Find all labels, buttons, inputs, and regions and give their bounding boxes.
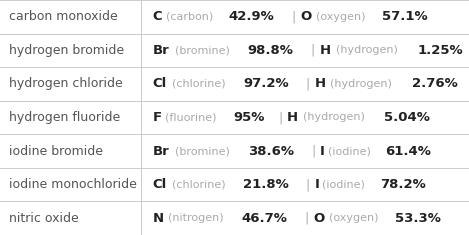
Text: |: | [292, 10, 296, 23]
Text: O: O [314, 212, 325, 225]
Text: iodine monochloride: iodine monochloride [9, 178, 137, 191]
Text: (hydrogen): (hydrogen) [303, 113, 364, 122]
Text: 38.6%: 38.6% [248, 145, 294, 158]
Text: |: | [278, 111, 282, 124]
Text: F: F [152, 111, 161, 124]
Text: H: H [315, 77, 326, 90]
Text: Cl: Cl [152, 77, 166, 90]
Text: |: | [304, 212, 309, 225]
Text: O: O [301, 10, 312, 23]
Text: H: H [320, 44, 331, 57]
Text: 95%: 95% [234, 111, 265, 124]
Text: (chlorine): (chlorine) [172, 180, 226, 190]
Text: (fluorine): (fluorine) [166, 113, 217, 122]
Text: (iodine): (iodine) [323, 180, 365, 190]
Text: (hydrogen): (hydrogen) [335, 45, 397, 55]
Text: Br: Br [152, 145, 169, 158]
Text: Br: Br [152, 44, 169, 57]
Text: 2.76%: 2.76% [412, 77, 458, 90]
Text: 53.3%: 53.3% [395, 212, 441, 225]
Text: |: | [311, 145, 315, 158]
Text: |: | [311, 44, 315, 57]
Text: 57.1%: 57.1% [382, 10, 428, 23]
Text: H: H [287, 111, 298, 124]
Text: 1.25%: 1.25% [417, 44, 463, 57]
Text: hydrogen fluoride: hydrogen fluoride [9, 111, 121, 124]
Text: (bromine): (bromine) [175, 146, 230, 156]
Text: C: C [152, 10, 162, 23]
Text: iodine bromide: iodine bromide [9, 145, 103, 158]
Text: N: N [152, 212, 164, 225]
Text: hydrogen bromide: hydrogen bromide [9, 44, 124, 57]
Text: (bromine): (bromine) [175, 45, 230, 55]
Text: 98.8%: 98.8% [248, 44, 294, 57]
Text: |: | [306, 178, 310, 191]
Text: 61.4%: 61.4% [385, 145, 431, 158]
Text: 42.9%: 42.9% [229, 10, 274, 23]
Text: 97.2%: 97.2% [243, 77, 288, 90]
Text: 5.04%: 5.04% [384, 111, 430, 124]
Text: I: I [315, 178, 320, 191]
Text: (hydrogen): (hydrogen) [330, 79, 392, 89]
Text: (oxygen): (oxygen) [329, 213, 379, 223]
Text: (chlorine): (chlorine) [172, 79, 226, 89]
Text: carbon monoxide: carbon monoxide [9, 10, 118, 23]
Text: 46.7%: 46.7% [242, 212, 287, 225]
Text: (oxygen): (oxygen) [317, 12, 366, 22]
Text: |: | [306, 77, 310, 90]
Text: Cl: Cl [152, 178, 166, 191]
Text: 21.8%: 21.8% [243, 178, 289, 191]
Text: hydrogen chloride: hydrogen chloride [9, 77, 123, 90]
Text: (iodine): (iodine) [328, 146, 371, 156]
Text: I: I [320, 145, 325, 158]
Text: (carbon): (carbon) [166, 12, 213, 22]
Text: 78.2%: 78.2% [379, 178, 425, 191]
Text: nitric oxide: nitric oxide [9, 212, 79, 225]
Text: (nitrogen): (nitrogen) [168, 213, 224, 223]
